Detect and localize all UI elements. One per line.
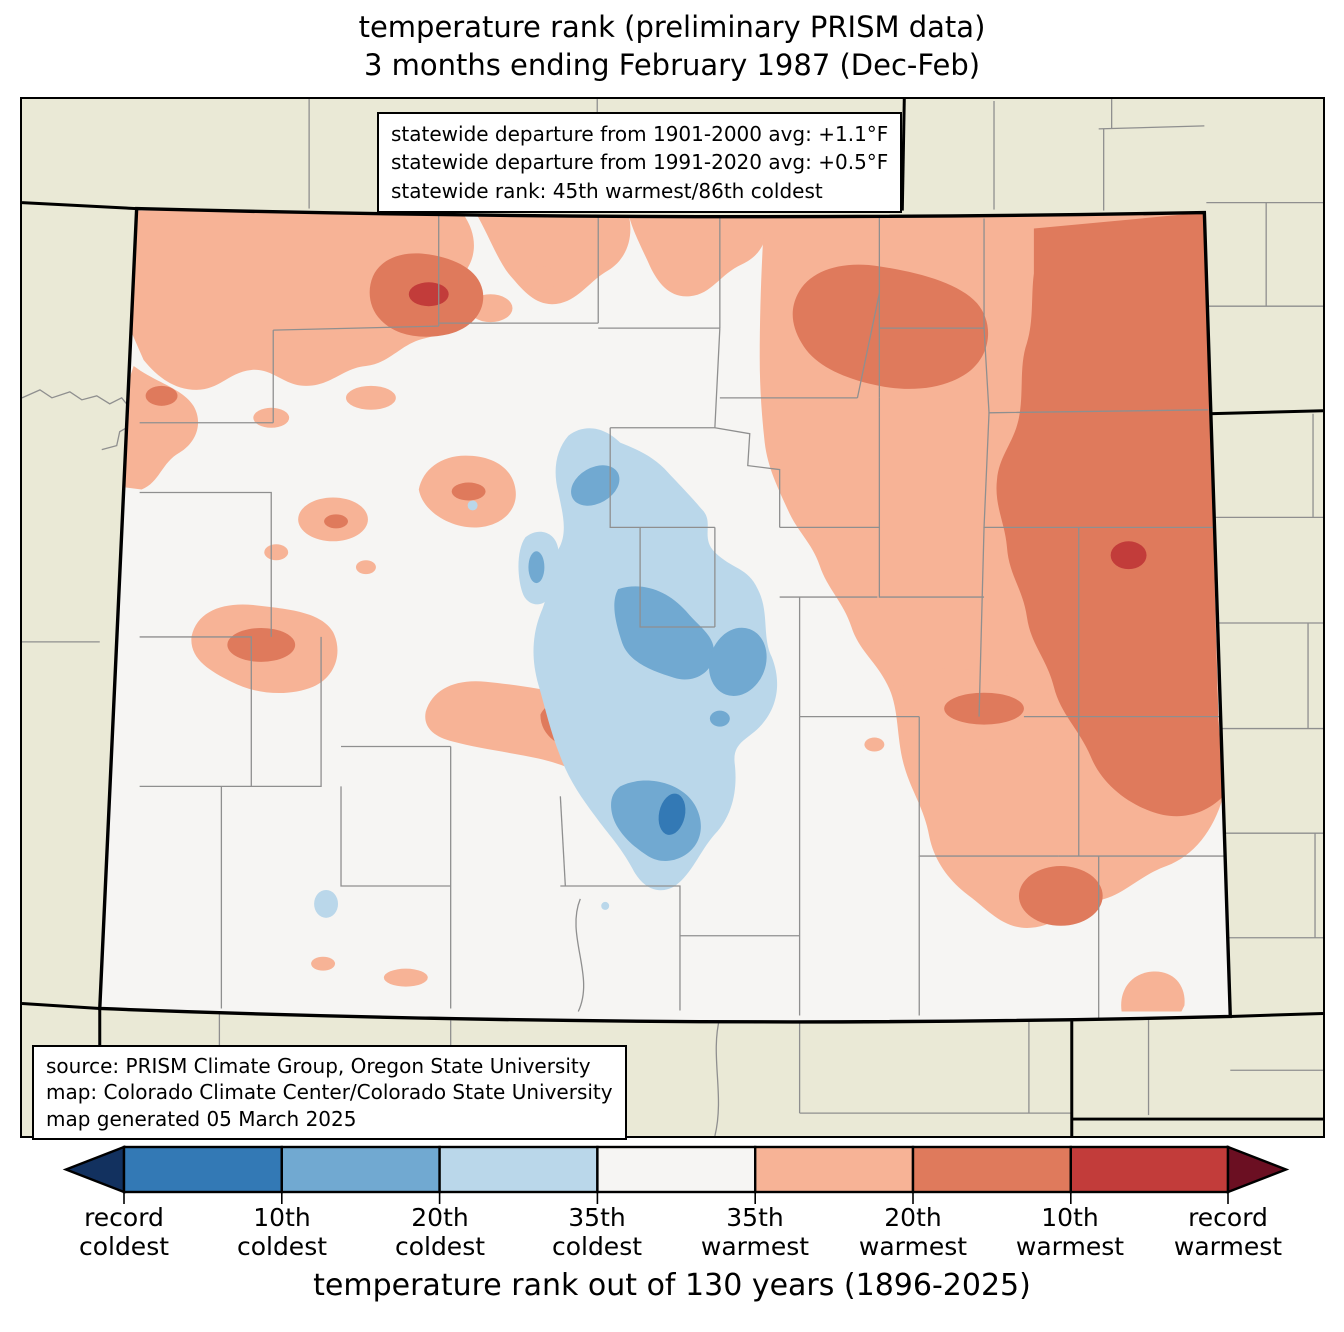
colorbar-arrow-record-coldest [62, 1145, 126, 1194]
source-line2: map: Colorado Climate Center/Colorado St… [46, 1080, 613, 1105]
map-panel: statewide departure from 1901-2000 avg: … [20, 97, 1325, 1141]
title-line1: temperature rank (preliminary PRISM data… [358, 10, 986, 44]
colorbar-seg-10th-warmest [1069, 1145, 1230, 1194]
source-credit-box: source: PRISM Climate Group, Oregon Stat… [32, 1045, 627, 1141]
colorbar-seg-35th-coldest [438, 1145, 599, 1194]
colorbar-seg-neutral [596, 1145, 757, 1194]
cb-label-record-coldest: record coldest [78, 1203, 170, 1262]
cb-label-20th-warmest: 20th warmest [858, 1203, 968, 1262]
page-title: temperature rank (preliminary PRISM data… [0, 8, 1344, 85]
colorado-rank-map [22, 99, 1323, 1136]
cb-label-20th-coldest: 20th coldest [394, 1203, 486, 1262]
colorbar-ticks [123, 1192, 1229, 1204]
cb-label-record-warmest: record warmest [1173, 1203, 1283, 1262]
source-line3: map generated 05 March 2025 [46, 1106, 357, 1131]
colorbar-seg-10th-coldest [122, 1145, 284, 1194]
colorbar-seg-20th-warmest [911, 1145, 1073, 1194]
colorado-state-border [97, 206, 1233, 1024]
rank-area-10th-coldest [658, 793, 686, 835]
rank-area-20th-coldest [528, 465, 767, 861]
colorbar-caption: temperature rank out of 130 years (1896-… [313, 1268, 1031, 1303]
stats-line3: statewide rank: 45th warmest/86th coldes… [391, 178, 823, 203]
cb-label-10th-coldest: 10th coldest [236, 1203, 328, 1262]
title-line2: 3 months ending February 1987 (Dec-Feb) [363, 48, 981, 83]
colorbar-arrow-record-warmest [1226, 1145, 1290, 1194]
colorbar-svg [62, 1145, 1290, 1204]
colorbar-seg-20th-coldest [280, 1145, 441, 1194]
colorbar-seg-35th-warmest [754, 1145, 915, 1194]
cb-label-10th-warmest: 10th warmest [1015, 1203, 1125, 1262]
statewide-stats-box: statewide departure from 1901-2000 avg: … [377, 112, 903, 214]
cb-label-35th-coldest: 35th coldest [551, 1203, 643, 1262]
stats-line2: statewide departure from 1991-2020 avg: … [391, 150, 889, 175]
source-line1: source: PRISM Climate Group, Oregon Stat… [46, 1054, 591, 1078]
colorbar [60, 1143, 1305, 1205]
stats-line1: statewide departure from 1901-2000 avg: … [391, 122, 889, 146]
colorado-county-lines [139, 210, 1227, 1022]
cb-label-35th-warmest: 35th warmest [700, 1203, 810, 1262]
rank-area-20th-warmest [145, 212, 1224, 926]
